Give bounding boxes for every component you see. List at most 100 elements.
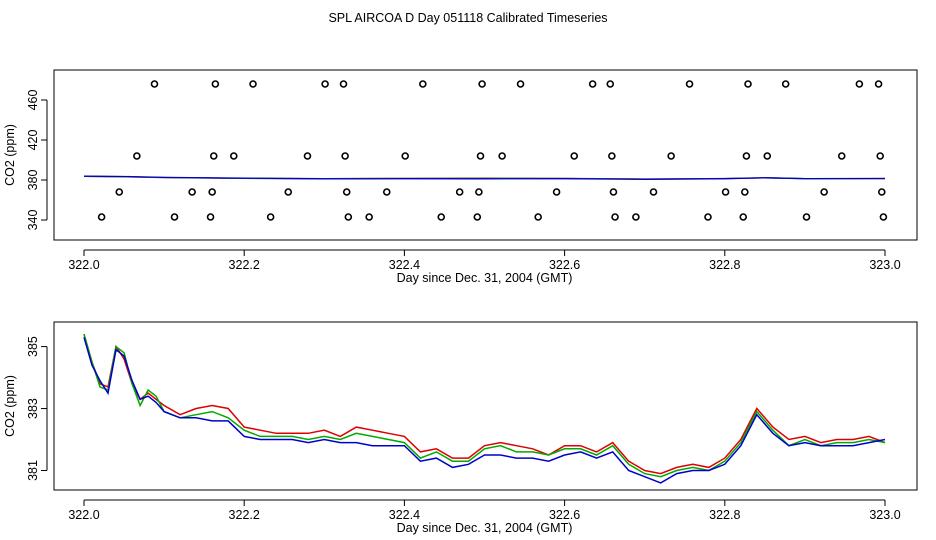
calibration-point	[570, 152, 579, 160]
calibration-point	[133, 152, 141, 160]
calibration-point	[249, 80, 257, 88]
y-tick-label: 381	[26, 460, 40, 481]
calibration-point	[115, 188, 124, 196]
y-axis-top: 340 380 420 460	[26, 90, 48, 231]
calibration-point	[211, 80, 220, 88]
calibration-point	[208, 188, 216, 196]
baseline-lines-top	[83, 175, 886, 180]
calibration-point	[632, 213, 640, 221]
x-tick-label: 322.8	[709, 508, 740, 522]
x-tick-label: 322.6	[549, 508, 580, 522]
calibration-point	[321, 80, 329, 88]
calibration-point	[365, 213, 373, 221]
series-lines-bottom	[83, 333, 886, 484]
x-axis-bottom: 322.0 322.2 322.4 322.6 322.8 323.0	[68, 499, 901, 522]
y-axis-bottom: 381 383 385	[26, 336, 48, 481]
x-tick-label: 322.0	[68, 508, 99, 522]
series-red-line	[83, 333, 886, 475]
x-tick-label: 322.2	[229, 258, 260, 272]
calibration-point	[498, 152, 506, 160]
calibration-point	[742, 152, 751, 160]
calibration-point	[721, 188, 730, 196]
y-tick-label: 385	[26, 336, 40, 357]
calibration-point	[611, 213, 619, 221]
calibration-point	[704, 213, 712, 221]
calibration-point	[342, 188, 351, 196]
figure-title: SPL AIRCOA D Day 051118 Calibrated Times…	[328, 11, 607, 25]
calibration-point	[455, 188, 464, 196]
calibration-point	[741, 188, 749, 196]
calibration-point	[266, 213, 275, 221]
y-axis-label-bottom: CO2 (ppm)	[3, 375, 17, 437]
calibration-point	[763, 152, 772, 160]
calibration-point	[685, 80, 694, 88]
plot-frame-bottom	[53, 321, 918, 491]
y-tick-label: 340	[26, 210, 40, 231]
x-tick-label: 322.6	[549, 258, 580, 272]
calibration-point	[188, 188, 196, 196]
calibration-point	[837, 152, 846, 160]
x-axis-label-bottom: Day since Dec. 31, 2004 (GMT)	[397, 521, 573, 535]
calibration-point	[339, 80, 348, 88]
calibration-point	[802, 213, 811, 221]
calibration-point	[478, 80, 486, 88]
calibration-point	[744, 80, 752, 88]
series-blue-line	[83, 337, 886, 484]
calibration-point	[606, 80, 615, 88]
calibration-point	[855, 80, 864, 88]
calibration-point	[877, 188, 886, 196]
calibration-point	[874, 80, 883, 88]
calibration-point	[150, 80, 159, 88]
series-green-line	[83, 333, 886, 478]
calibration-point	[588, 80, 597, 88]
calibration-point	[609, 188, 618, 196]
x-tick-label: 322.4	[389, 258, 420, 272]
x-tick-label: 322.4	[389, 508, 420, 522]
y-tick-label: 420	[26, 130, 40, 151]
calibration-point	[876, 152, 884, 160]
calibration-point	[209, 152, 218, 160]
x-tick-label: 322.2	[229, 508, 260, 522]
calibration-point	[516, 80, 525, 88]
calibration-point	[97, 213, 106, 221]
x-tick-label: 323.0	[869, 508, 900, 522]
x-tick-label: 323.0	[869, 258, 900, 272]
baseline-blue-line	[83, 175, 886, 180]
calibration-point	[879, 213, 888, 221]
plot-frame-top	[53, 69, 918, 241]
calibration-point	[382, 188, 391, 196]
calibration-point	[284, 188, 293, 196]
calibration-point	[608, 152, 616, 160]
calibration-point	[229, 152, 238, 160]
y-tick-label: 380	[26, 170, 40, 191]
calibration-point	[739, 213, 748, 221]
calibration-point	[437, 213, 446, 221]
calibration-point	[170, 213, 179, 221]
panel-bottom: 322.0 322.2 322.4 322.6 322.8 323.0 381 383 385…	[3, 321, 918, 535]
points-top	[97, 80, 888, 221]
calibration-point	[473, 213, 482, 221]
x-axis-top: 322.0 322.2 322.4 322.6 322.8 323.0	[68, 249, 901, 272]
x-tick-label: 322.8	[709, 258, 740, 272]
panel-top: 322.0 322.2 322.4 322.6 322.8 323.0 340 380 420…	[3, 69, 918, 285]
calibration-point	[303, 152, 312, 160]
y-axis-label-top: CO2 (ppm)	[3, 124, 17, 186]
calibration-point	[781, 80, 790, 88]
calibration-point	[649, 188, 658, 196]
calibration-point	[476, 152, 485, 160]
y-tick-label: 383	[26, 398, 40, 419]
y-tick-label: 460	[26, 90, 40, 111]
calibration-point	[401, 152, 410, 160]
calibration-point	[552, 188, 561, 196]
calibration-point	[534, 213, 542, 221]
calibration-point	[206, 213, 215, 221]
calibration-point	[341, 152, 349, 160]
calibration-point	[419, 80, 427, 88]
calibration-point	[667, 152, 675, 160]
x-axis-label-top: Day since Dec. 31, 2004 (GMT)	[397, 271, 573, 285]
calibration-point	[344, 213, 353, 221]
calibration-point	[820, 188, 828, 196]
x-tick-label: 322.0	[68, 258, 99, 272]
calibration-point	[475, 188, 483, 196]
